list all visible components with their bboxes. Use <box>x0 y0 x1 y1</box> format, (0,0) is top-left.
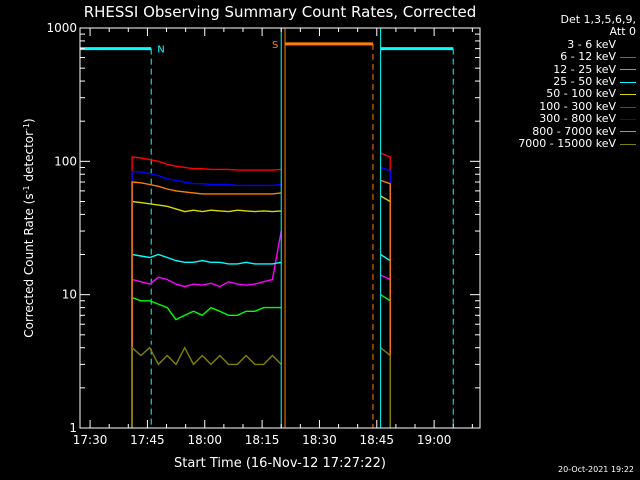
legend-swatch <box>620 118 636 120</box>
legend-item-label: 50 - 100 keV <box>546 87 616 101</box>
legend-item: 7000 - 15000 keV <box>484 137 636 151</box>
x-axis-label: Start Time (16-Nov-12 17:27:22) <box>174 456 386 471</box>
legend-item: 3 - 6 keV <box>484 37 636 51</box>
y-axis-label-c: ) <box>22 118 36 123</box>
series-line-segment2 <box>380 347 391 428</box>
legend-swatch <box>620 44 636 46</box>
legend-swatch <box>620 106 636 108</box>
series-line <box>131 170 282 428</box>
legend-item-label: 100 - 300 keV <box>539 99 616 113</box>
legend-item-label: 25 - 50 keV <box>553 75 616 89</box>
x-tick-label: 17:30 <box>73 433 108 447</box>
legend-item-label: 12 - 25 keV <box>553 62 616 76</box>
chart-title: RHESSI Observing Summary Count Rates, Co… <box>84 3 477 21</box>
series-line <box>131 296 282 428</box>
x-tick-label: 18:30 <box>302 433 337 447</box>
y-tick-label: 10 <box>62 288 77 302</box>
y-tick-label: 1000 <box>46 21 77 35</box>
legend-swatch <box>620 69 636 71</box>
series-line <box>131 346 282 428</box>
x-tick-label: 19:00 <box>417 433 452 447</box>
legend-item: 100 - 300 keV <box>484 99 636 113</box>
x-tick-label: 17:45 <box>130 433 165 447</box>
plot-frame <box>79 27 481 429</box>
saa-flag-label: S <box>272 40 278 51</box>
series-line-segment2 <box>380 179 391 428</box>
series-layer <box>131 152 391 428</box>
axes-layer: 17:30 17:45 18:00 18:15 18:30 18:45 19:00 1 10 10… <box>46 21 480 447</box>
legend-swatch <box>620 81 636 83</box>
legend-item: 50 - 100 keV <box>484 88 636 100</box>
series-line <box>131 200 282 428</box>
legend-item: 12 - 25 keV <box>484 62 636 76</box>
y-axis-label-a: Corrected Count Rate (s <box>22 193 36 337</box>
y-tick-label: 100 <box>54 154 77 168</box>
y-axis-label: Corrected Count Rate (s-1 detector-1) <box>22 118 37 337</box>
legend-swatch <box>620 94 636 96</box>
legend-header-line1: Det 1,3,5,6,9, <box>560 13 636 26</box>
series-line <box>131 181 282 428</box>
legend-item-label: 7000 - 15000 keV <box>518 137 616 151</box>
legend-item: 25 - 50 keV <box>484 75 636 89</box>
x-tick-label: 18:15 <box>245 433 280 447</box>
series-line <box>131 283 282 428</box>
y-axis-label-sup2: -1 <box>22 123 31 131</box>
night-flag-label: N <box>157 45 164 56</box>
timestamp: 20-Oct-2021 19:22 <box>558 465 634 474</box>
series-line <box>131 230 282 428</box>
legend-rows: 3 - 6 keV 6 - 12 keV 12 - 25 keV 25 - 50 ke… <box>484 37 636 151</box>
series-line <box>131 156 282 428</box>
series-line <box>131 253 282 428</box>
legend: Det 1,3,5,6,9, Att 0 3 - 6 keV 6 - 12 keV… <box>484 13 636 151</box>
x-tick-label: 18:45 <box>359 433 394 447</box>
legend-item: 300 - 800 keV <box>484 112 636 126</box>
y-axis-label-sup1: -1 <box>22 185 31 193</box>
legend-item-label: 3 - 6 keV <box>567 37 616 51</box>
legend-item: 800 - 7000 keV <box>484 124 636 138</box>
series-7 <box>131 179 391 428</box>
legend-item-label: 6 - 12 keV <box>560 50 616 64</box>
legend-item: 6 - 12 keV <box>484 50 636 64</box>
legend-swatch <box>620 131 636 133</box>
x-tick-label: 18:00 <box>187 433 222 447</box>
legend-item-label: 800 - 7000 keV <box>532 124 616 138</box>
y-tick-label: 1 <box>69 421 77 435</box>
series-8 <box>131 346 391 428</box>
legend-item-label: 300 - 800 keV <box>539 112 616 126</box>
y-axis-label-b: detector <box>22 131 36 186</box>
legend-swatch <box>620 143 636 145</box>
legend-header-line2: Att 0 <box>609 25 636 39</box>
legend-swatch <box>620 56 636 58</box>
